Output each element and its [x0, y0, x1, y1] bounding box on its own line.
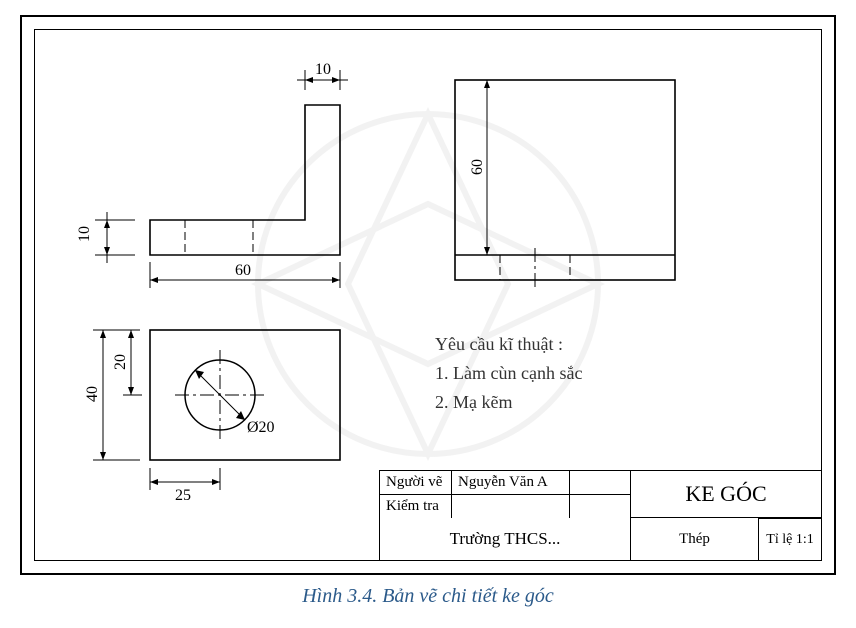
tech-line-2: 2. Mạ kẽm: [435, 388, 582, 417]
dim-base-thickness: 10: [76, 226, 93, 242]
drawing-title: KE GÓC: [630, 471, 821, 518]
dim-base-width: 60: [235, 262, 251, 279]
title-block: Người vẽ Nguyễn Văn A Kiểm tra KE GÓC Tr…: [379, 470, 821, 560]
dim-diameter: Ø20: [247, 419, 275, 436]
drawing-frame-inner: 10 10 60: [34, 29, 822, 561]
dim-top-height: 40: [84, 386, 101, 402]
drawing-frame-outer: 10 10 60: [20, 15, 836, 575]
front-view: 10 10 60: [76, 61, 348, 288]
tb-scale: Tỉ lệ 1:1: [758, 518, 821, 560]
figure-caption: Hình 3.4. Bản vẽ chi tiết ke góc: [0, 585, 856, 608]
top-view: 40 20 25 Ø20: [84, 330, 340, 504]
tech-line-1: 1. Làm cùn cạnh sắc: [435, 359, 582, 388]
tb-check-label: Kiểm tra: [380, 495, 452, 518]
side-view: 60: [455, 80, 675, 287]
tb-drawnby-value: Nguyễn Văn A: [452, 471, 570, 494]
dim-hole-x: 25: [175, 487, 191, 504]
tech-heading: Yêu cầu kĩ thuật :: [435, 330, 582, 359]
tech-requirements: Yêu cầu kĩ thuật : 1. Làm cùn cạnh sắc 2…: [435, 330, 582, 416]
dim-top-thickness: 10: [315, 61, 331, 78]
dim-side-height: 60: [469, 159, 486, 175]
tb-material: Thép: [630, 518, 758, 560]
dim-hole-y: 20: [112, 354, 129, 370]
tb-drawnby-label: Người vẽ: [380, 471, 452, 494]
tb-school: Trường THCS...: [380, 518, 630, 560]
